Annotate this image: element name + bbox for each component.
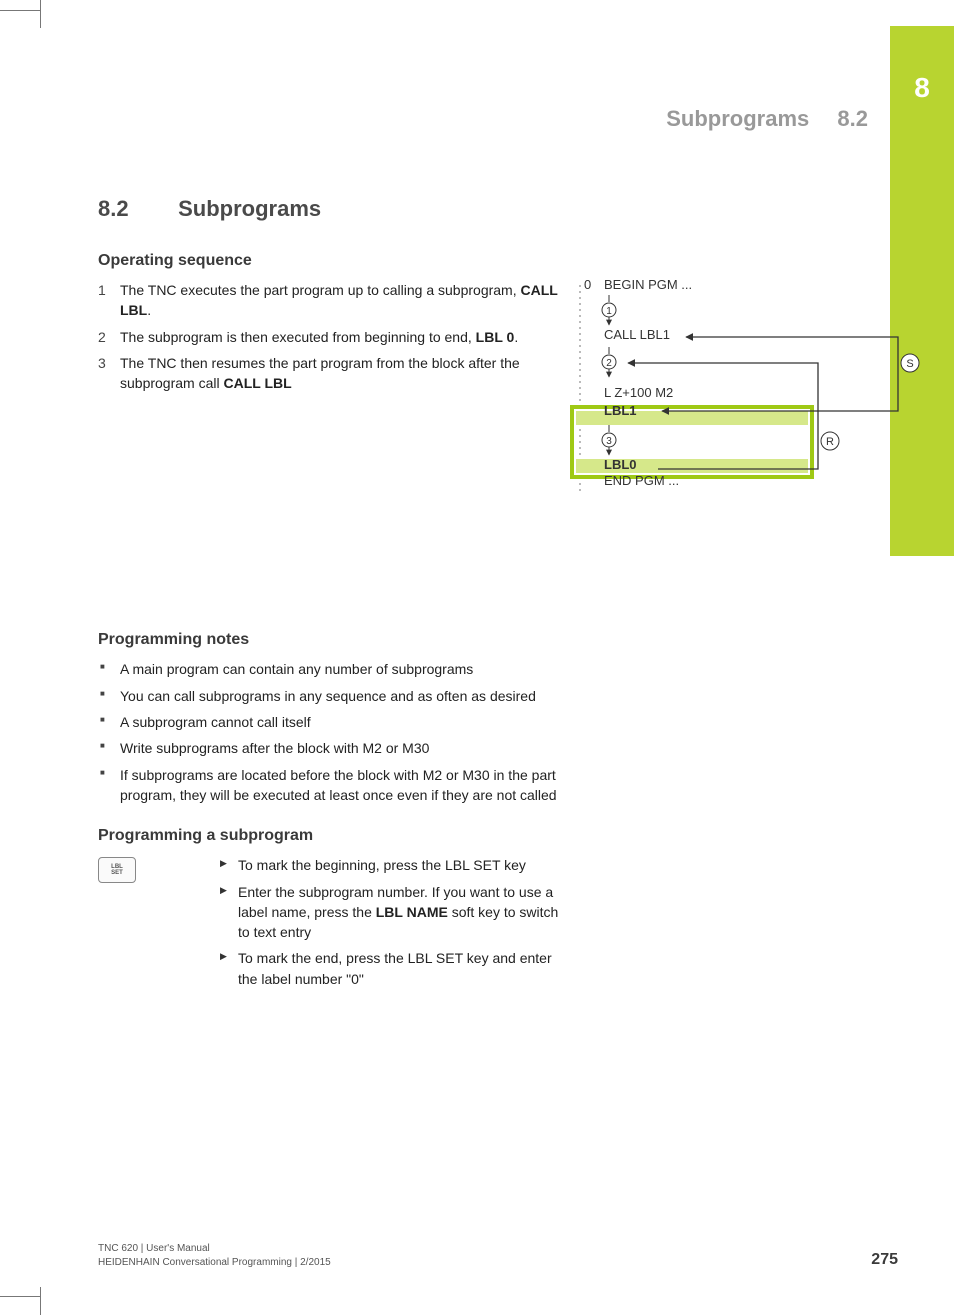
page-number: 275: [871, 1251, 898, 1269]
svg-text:R: R: [826, 436, 834, 448]
svg-text:LBL0: LBL0: [604, 457, 637, 472]
running-header-title: Subprograms: [666, 106, 809, 131]
svg-text:0: 0: [584, 277, 591, 292]
svg-text:CALL LBL1: CALL LBL1: [604, 327, 670, 342]
subsection-heading: Programming notes: [98, 631, 878, 649]
programming-subprogram-block: LBL SET To mark the beginning, press the…: [98, 855, 878, 995]
list-item: 1The TNC executes the part program up to…: [98, 280, 558, 321]
list-item: A main program can contain any number of…: [98, 659, 558, 679]
svg-text:2: 2: [606, 358, 612, 369]
list-item: To mark the beginning, press the LBL SET…: [220, 855, 570, 875]
section-heading: 8.2 Subprograms: [98, 196, 878, 222]
document-page: 8 Subprograms 8.2 8.2 Subprograms Operat…: [0, 0, 954, 1315]
list-item: To mark the end, press the LBL SET key a…: [220, 948, 570, 989]
svg-text:L Z+100 M2: L Z+100 M2: [604, 385, 673, 400]
svg-text:BEGIN PGM ...: BEGIN PGM ...: [604, 277, 692, 292]
running-header-section: 8.2: [837, 106, 868, 131]
svg-text:3: 3: [606, 436, 612, 447]
page-footer: TNC 620 | User's Manual HEIDENHAIN Conve…: [98, 1242, 898, 1269]
program-flow-diagram: 0 BEGIN PGM ... CALL LBL1 L Z+100 M2 LBL1 LBL…: [568, 272, 938, 512]
section-title: Subprograms: [178, 196, 321, 221]
subsection-heading: Programming a subprogram: [98, 827, 878, 845]
programming-notes-list: A main program can contain any number of…: [98, 659, 558, 805]
list-item: 2The subprogram is then executed from be…: [98, 327, 558, 347]
crop-mark: [40, 1287, 41, 1315]
svg-text:END PGM ...: END PGM ...: [604, 473, 679, 488]
crop-mark: [0, 10, 40, 11]
operating-sequence-list: 1The TNC executes the part program up to…: [98, 280, 558, 393]
subsection-heading: Operating sequence: [98, 252, 878, 270]
programming-subprogram-steps: To mark the beginning, press the LBL SET…: [220, 855, 570, 995]
lbl-set-key-icon: LBL SET: [98, 857, 136, 883]
svg-text:S: S: [906, 358, 913, 370]
footer-line-2: HEIDENHAIN Conversational Programming | …: [98, 1256, 331, 1270]
svg-text:1: 1: [606, 306, 612, 317]
footer-meta: TNC 620 | User's Manual HEIDENHAIN Conve…: [98, 1242, 331, 1269]
list-item: Enter the subprogram number. If you want…: [220, 882, 570, 943]
list-item: A subprogram cannot call itself: [98, 712, 558, 732]
list-item: You can call subprograms in any sequence…: [98, 686, 558, 706]
running-header: Subprograms 8.2: [666, 106, 868, 132]
list-item: Write subprograms after the block with M…: [98, 738, 558, 758]
list-item: If subprograms are located before the bl…: [98, 765, 558, 806]
crop-mark: [40, 0, 41, 28]
svg-text:LBL1: LBL1: [604, 403, 637, 418]
crop-mark: [0, 1296, 40, 1297]
section-number: 8.2: [98, 196, 172, 222]
footer-line-1: TNC 620 | User's Manual: [98, 1242, 331, 1256]
chapter-number: 8: [890, 72, 954, 104]
list-item: 3The TNC then resumes the part program f…: [98, 353, 558, 394]
